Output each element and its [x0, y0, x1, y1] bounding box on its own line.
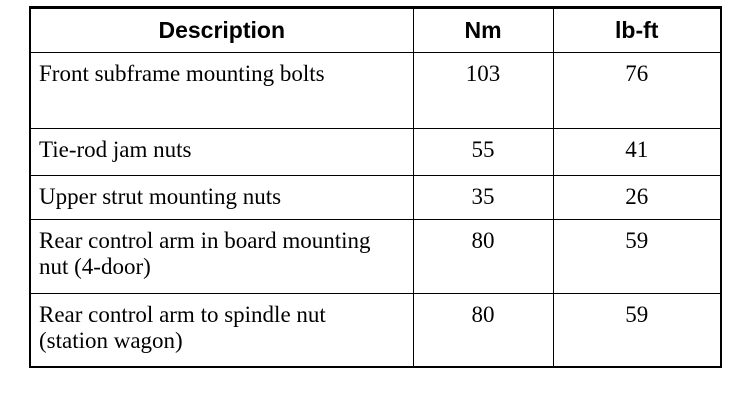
cell-nm: 55 — [412, 128, 554, 176]
cell-nm: 103 — [412, 52, 554, 129]
cell-description: Rear control arm to spindle nut (station… — [29, 293, 414, 367]
table-row: Front subframe mounting bolts 103 76 — [29, 52, 722, 129]
header-lbft: lb-ft — [552, 7, 722, 53]
cell-lbft: 59 — [552, 219, 722, 294]
table-row: Upper strut mounting nuts 35 26 — [29, 175, 722, 220]
cell-description: Tie-rod jam nuts — [29, 128, 414, 176]
cell-description: Front subframe mounting bolts — [29, 52, 414, 129]
cell-description: Upper strut mounting nuts — [29, 175, 414, 220]
cell-lbft: 41 — [552, 128, 722, 176]
header-description: Description — [29, 7, 414, 53]
table-row: Rear control arm in board mounting nut (… — [29, 219, 722, 294]
torque-specifications-table: Description Nm lb-ft Front subframe moun… — [29, 6, 722, 368]
cell-lbft: 26 — [552, 175, 722, 220]
table-row: Tie-rod jam nuts 55 41 — [29, 128, 722, 176]
table-row: Rear control arm to spindle nut (station… — [29, 293, 722, 367]
cell-nm: 35 — [412, 175, 554, 220]
cell-description: Rear control arm in board mounting nut (… — [29, 219, 414, 294]
header-row: Description Nm lb-ft — [29, 7, 722, 53]
cell-nm: 80 — [412, 293, 554, 367]
cell-nm: 80 — [412, 219, 554, 294]
cell-lbft: 76 — [552, 52, 722, 129]
header-nm: Nm — [412, 7, 554, 53]
cell-lbft: 59 — [552, 293, 722, 367]
